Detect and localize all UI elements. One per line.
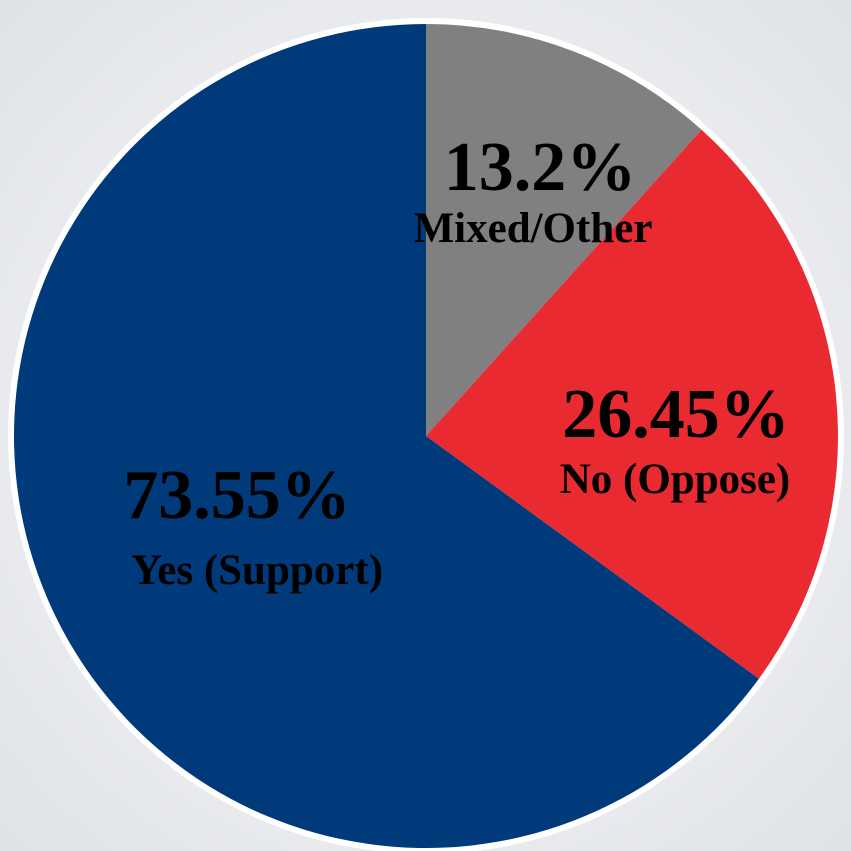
slice-label-no-oppose: 26.45% No (Oppose) <box>560 376 791 503</box>
pie-slice-no-oppose <box>426 129 838 679</box>
slice-category-yes-support: Yes (Support) <box>131 547 383 594</box>
pie-slice-yes-support <box>14 24 759 848</box>
slice-value-mixed-other: 13.2% <box>444 129 637 206</box>
slice-label-mixed-other: 13.2% Mixed/Other <box>414 129 653 252</box>
slice-label-yes-support: 73.55% Yes (Support) <box>123 457 383 594</box>
slice-value-no-oppose: 26.45% <box>562 376 790 453</box>
slice-value-yes-support: 73.55% <box>123 457 351 534</box>
slice-category-mixed-other: Mixed/Other <box>414 205 653 252</box>
slice-category-no-oppose: No (Oppose) <box>560 456 791 503</box>
pie-slices <box>14 24 838 848</box>
pie-slice-mixed-other <box>426 24 702 436</box>
